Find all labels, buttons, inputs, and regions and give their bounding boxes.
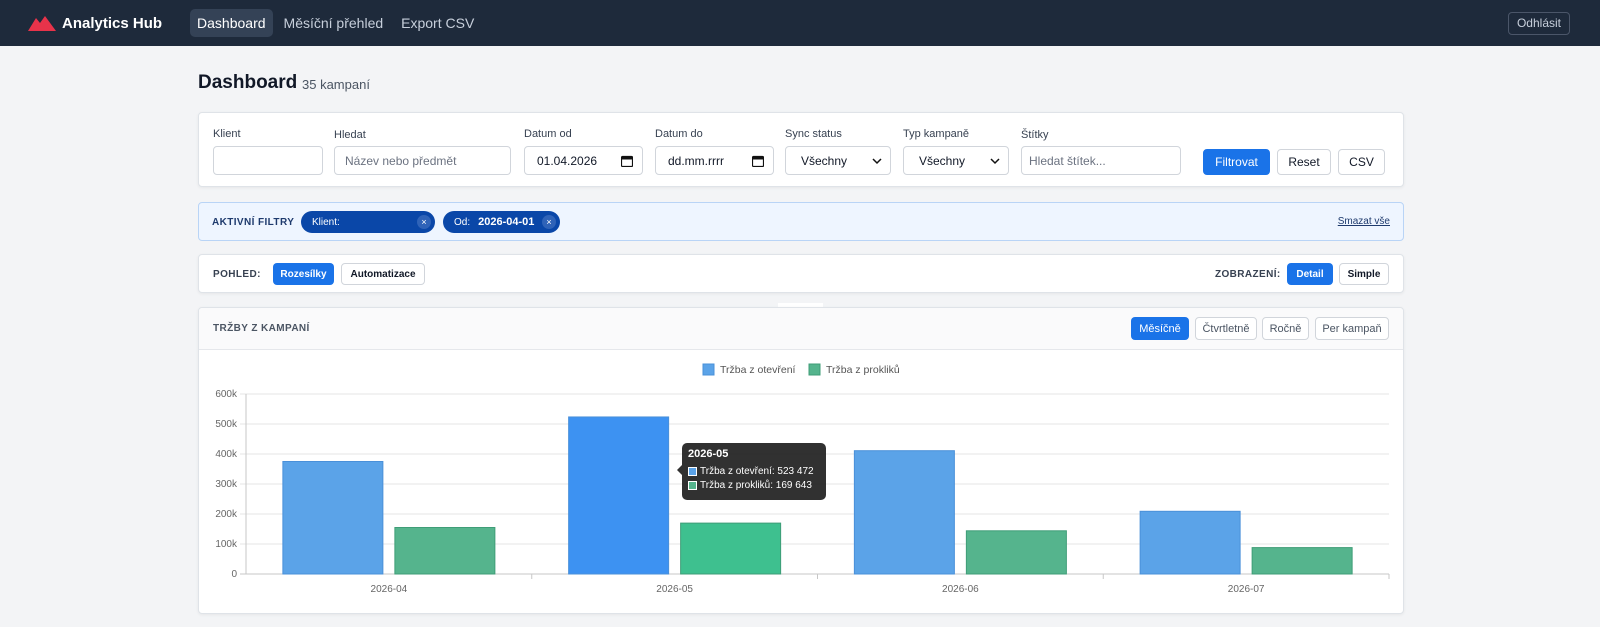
y-tick-label: 0: [231, 569, 237, 580]
chip-key: Klient:: [312, 216, 340, 228]
date-from-value: 01.04.2026: [537, 153, 598, 168]
filter-chip-client[interactable]: Klient: ×: [301, 211, 435, 233]
y-tick-label: 400k: [215, 449, 238, 460]
display-label: ZOBRAZENÍ:: [1215, 269, 1281, 280]
filter-panel: Klient Hledat Název nebo předmět Datum o…: [198, 112, 1404, 187]
y-tick-label: 500k: [215, 419, 238, 430]
tags-input[interactable]: Hledat štítek...: [1021, 146, 1181, 175]
tooltip-row: Tržba z prokliků: 169 643: [688, 478, 820, 492]
y-tick-label: 200k: [215, 509, 238, 520]
x-tick-label: 2026-07: [1228, 584, 1265, 595]
page-title: Dashboard: [198, 72, 298, 93]
y-tick-label: 100k: [215, 539, 238, 550]
sync-status-select[interactable]: Všechny: [785, 146, 891, 175]
top-navbar: Analytics Hub Dashboard Měsíční přehled …: [0, 0, 1600, 46]
chart-header: TRŽBY Z KAMPANÍ Měsíčně Čtvrtletně Ročně…: [199, 308, 1403, 350]
y-tick-label: 300k: [215, 479, 238, 490]
date-to-placeholder: dd.mm.rrrr: [668, 153, 724, 168]
x-tick-label: 2026-04: [371, 584, 408, 595]
legend-label: Tržba z otevření: [720, 364, 796, 376]
nav-monthly-overview[interactable]: Měsíční přehled: [283, 15, 384, 31]
date-from-field[interactable]: 01.04.2026: [524, 146, 643, 175]
logo-icon: [28, 16, 56, 31]
tooltip-row: Tržba z otevření: 523 472: [688, 464, 820, 478]
brand[interactable]: Analytics Hub: [28, 15, 162, 32]
search-label: Hledat: [334, 129, 366, 141]
revenue-chart-card: TRŽBY Z KAMPANÍ Měsíčně Čtvrtletně Ročně…: [198, 307, 1404, 614]
legend-label: Tržba z prokliků: [826, 364, 900, 376]
view-automatizace-button[interactable]: Automatizace: [341, 263, 425, 285]
client-field[interactable]: [213, 146, 323, 175]
view-label: POHLED:: [213, 269, 261, 280]
chevron-down-icon: [872, 158, 882, 165]
bar: [680, 522, 782, 575]
tooltip-swatch: [688, 466, 697, 476]
nav-links: Dashboard Měsíční přehled Export CSV: [190, 9, 481, 37]
client-label: Klient: [213, 128, 241, 140]
tooltip-line: Tržba z otevření: 523 472: [700, 465, 814, 477]
calendar-icon[interactable]: [621, 155, 633, 167]
bar: [1251, 547, 1353, 575]
csv-button[interactable]: CSV: [1338, 149, 1385, 175]
view-panel: POHLED: Rozesílky Automatizace ZOBRAZENÍ…: [198, 254, 1404, 293]
logout-button[interactable]: Odhlásit: [1507, 12, 1570, 35]
bar: [965, 530, 1067, 575]
y-tick-label: 600k: [215, 389, 238, 400]
filter-chip-date-from[interactable]: Od: 2026-04-01 ×: [443, 211, 560, 233]
tags-label: Štítky: [1021, 129, 1049, 141]
chip-value: 2026-04-01: [478, 216, 535, 228]
legend-swatch: [702, 363, 715, 376]
calendar-icon[interactable]: [752, 155, 764, 167]
chart-title: TRŽBY Z KAMPANÍ: [213, 323, 310, 334]
chevron-down-icon: [990, 158, 1000, 165]
tooltip-caret: [677, 465, 682, 475]
remove-chip-icon[interactable]: ×: [417, 215, 431, 229]
display-detail-button[interactable]: Detail: [1287, 263, 1333, 285]
tooltip-swatch: [688, 480, 697, 490]
search-input[interactable]: Název nebo předmět: [334, 146, 511, 175]
bar: [282, 461, 384, 575]
x-tick-label: 2026-06: [942, 584, 979, 595]
active-filters-label: AKTIVNÍ FILTRY: [212, 217, 295, 228]
reset-button[interactable]: Reset: [1277, 149, 1331, 175]
bar: [568, 416, 670, 575]
clear-all-link[interactable]: Smazat vše: [1337, 216, 1390, 227]
remove-chip-icon[interactable]: ×: [542, 215, 556, 229]
nav-export-csv[interactable]: Export CSV: [401, 15, 475, 31]
period-monthly-button[interactable]: Měsíčně: [1131, 317, 1189, 340]
tooltip-line: Tržba z prokliků: 169 643: [700, 479, 812, 491]
period-quarterly-button[interactable]: Čtvrtletně: [1195, 317, 1257, 340]
sync-status-value: Všechny: [801, 153, 848, 168]
date-to-field[interactable]: dd.mm.rrrr: [655, 146, 774, 175]
campaign-type-select[interactable]: Všechny: [903, 146, 1009, 175]
date-from-label: Datum od: [524, 128, 572, 140]
chip-key: Od:: [454, 216, 471, 228]
sync-status-label: Sync status: [785, 128, 842, 140]
brand-name: Analytics Hub: [62, 14, 163, 32]
bar: [1139, 510, 1241, 575]
legend-swatch: [808, 363, 821, 376]
period-yearly-button[interactable]: Ročně: [1262, 317, 1309, 340]
bar: [394, 527, 496, 575]
nav-dashboard[interactable]: Dashboard: [190, 9, 273, 37]
filter-button[interactable]: Filtrovat: [1203, 149, 1270, 175]
tooltip-title: 2026-05: [688, 448, 729, 460]
display-simple-button[interactable]: Simple: [1339, 263, 1389, 285]
date-to-label: Datum do: [655, 128, 703, 140]
campaign-type-label: Typ kampaně: [903, 128, 970, 140]
bar: [853, 450, 955, 575]
chart-tooltip: 2026-05 Tržba z otevření: 523 472 Tržba …: [677, 443, 826, 500]
view-rozesilky-button[interactable]: Rozesílky: [273, 263, 334, 285]
campaign-type-value: Všechny: [919, 153, 966, 168]
period-per-campaign-button[interactable]: Per kampaň: [1315, 317, 1389, 340]
x-tick-label: 2026-05: [656, 584, 693, 595]
active-filters-bar: AKTIVNÍ FILTRY Klient: × Od: 2026-04-01 …: [198, 202, 1404, 241]
campaign-count: 35 kampaní: [302, 77, 370, 92]
